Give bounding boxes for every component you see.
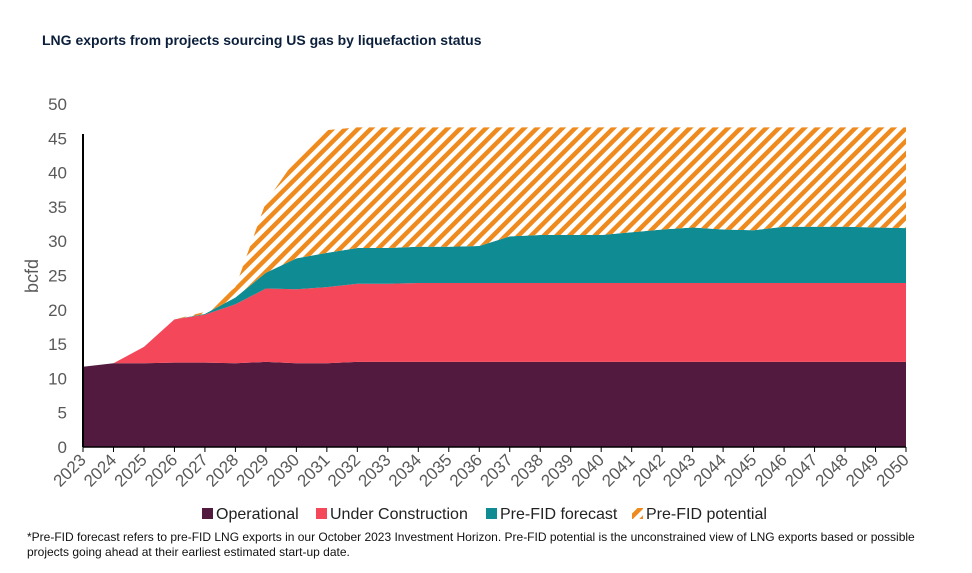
x-tick-label: 2030 bbox=[263, 450, 303, 490]
x-tick-label: 2023 bbox=[50, 450, 90, 490]
y-tick-label: 25 bbox=[48, 267, 67, 286]
y-tick-label: 40 bbox=[48, 164, 67, 183]
x-tick-label: 2039 bbox=[537, 450, 577, 490]
y-tick-label: 0 bbox=[58, 438, 67, 457]
series-area-operational bbox=[83, 361, 906, 447]
y-tick-label: 50 bbox=[48, 95, 67, 114]
legend-label: Under Construction bbox=[330, 506, 468, 523]
legend-swatch bbox=[632, 508, 643, 519]
x-tick-label: 2028 bbox=[202, 450, 242, 490]
x-tick-label: 2038 bbox=[507, 450, 547, 490]
legend-label: Operational bbox=[216, 506, 299, 523]
x-tick-label: 2044 bbox=[690, 450, 730, 490]
x-tick-label: 2032 bbox=[324, 450, 364, 490]
series-area-under-construction bbox=[83, 283, 906, 367]
x-tick-label: 2027 bbox=[172, 450, 212, 490]
legend-swatch bbox=[202, 508, 213, 519]
legend-swatch bbox=[316, 508, 327, 519]
x-tick-label: 2029 bbox=[233, 450, 273, 490]
x-tick-label: 2034 bbox=[385, 450, 425, 490]
x-tick-label: 2024 bbox=[80, 450, 120, 490]
x-tick-label: 2048 bbox=[812, 450, 852, 490]
y-tick-label: 10 bbox=[48, 369, 67, 388]
x-tick-label: 2042 bbox=[629, 450, 669, 490]
x-tick-label: 2046 bbox=[751, 450, 791, 490]
y-axis-label: bcfd bbox=[22, 259, 42, 293]
footnote: *Pre-FID forecast refers to pre-FID LNG … bbox=[27, 530, 915, 559]
plot-areas bbox=[83, 127, 906, 447]
x-tick-label: 2047 bbox=[781, 450, 821, 490]
x-tick-label: 2040 bbox=[568, 450, 608, 490]
x-tick-label: 2031 bbox=[293, 450, 333, 490]
x-tick-label: 2050 bbox=[873, 450, 913, 490]
legend-swatch bbox=[486, 508, 497, 519]
x-tick-label: 2025 bbox=[111, 450, 151, 490]
series-area-pre-fid-potential bbox=[83, 127, 906, 367]
legend-label: Pre-FID potential bbox=[646, 506, 767, 523]
x-tick-label: 2043 bbox=[659, 450, 699, 490]
legend-label: Pre-FID forecast bbox=[500, 506, 618, 523]
y-tick-label: 20 bbox=[48, 301, 67, 320]
x-tick-label: 2026 bbox=[141, 450, 181, 490]
chart-title: LNG exports from projects sourcing US ga… bbox=[42, 32, 482, 48]
y-tick-label: 5 bbox=[58, 404, 67, 423]
x-tick-label: 2037 bbox=[476, 450, 516, 490]
y-tick-label: 45 bbox=[48, 129, 67, 148]
y-tick-label: 15 bbox=[48, 335, 67, 354]
x-tick-label: 2045 bbox=[720, 450, 760, 490]
x-tick-label: 2033 bbox=[354, 450, 394, 490]
series-area-pre-fid-forecast bbox=[83, 226, 906, 367]
x-tick-label: 2041 bbox=[598, 450, 638, 490]
stacked-area-chart: 0510152025303540455020232024202520262027… bbox=[22, 95, 913, 523]
legend: Operational Under Construction Pre-FID for… bbox=[202, 506, 767, 523]
x-tick-label: 2036 bbox=[446, 450, 486, 490]
y-tick-label: 35 bbox=[48, 198, 67, 217]
x-tick-label: 2035 bbox=[415, 450, 455, 490]
y-tick-label: 30 bbox=[48, 232, 67, 251]
x-tick-label: 2049 bbox=[842, 450, 882, 490]
